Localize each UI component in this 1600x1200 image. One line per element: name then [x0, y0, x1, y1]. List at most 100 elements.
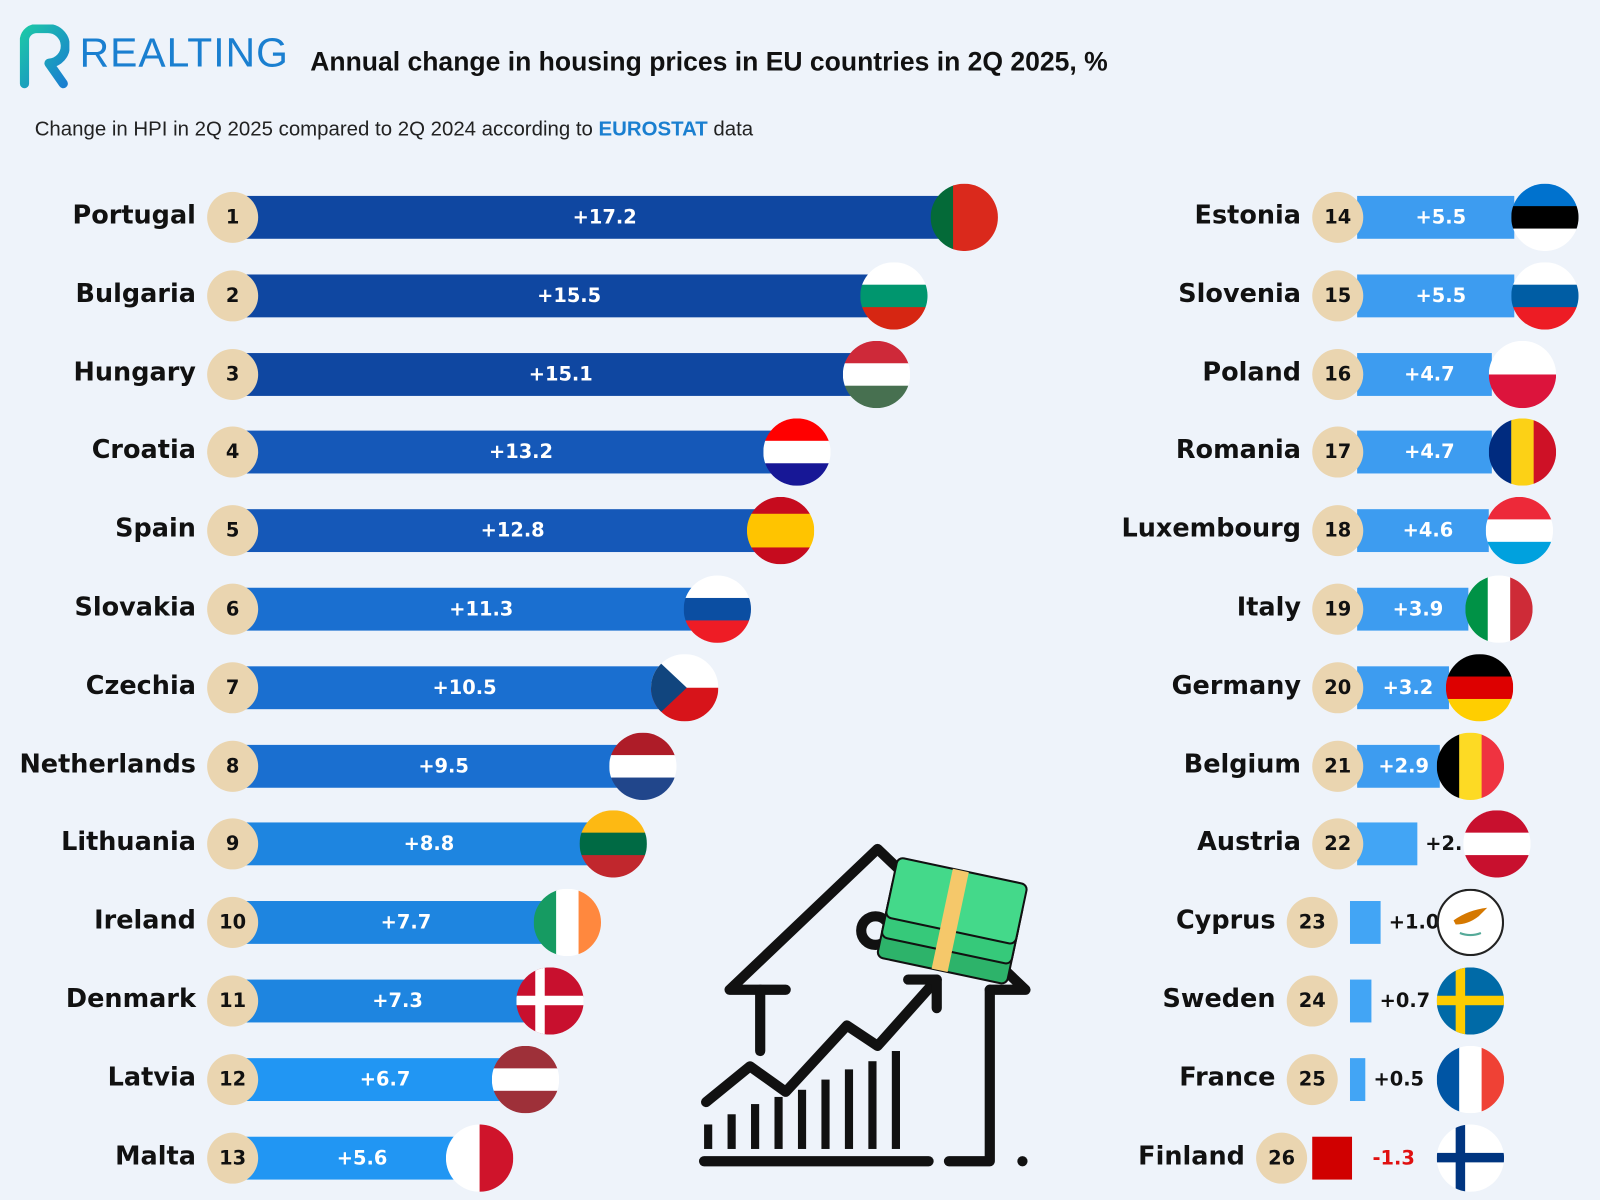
bar: [1357, 195, 1515, 239]
value-label: +5.6: [336, 1146, 388, 1169]
rank-badge: 7: [207, 662, 259, 714]
rank-badge: 12: [207, 1053, 259, 1105]
value-label: +4.7: [1404, 441, 1455, 464]
flag-italy-icon: [1465, 575, 1533, 643]
flag-malta-icon: [445, 1124, 513, 1192]
bar: [244, 901, 568, 945]
rank-badge: 22: [1312, 818, 1364, 870]
flag-austria-icon: [1463, 810, 1531, 878]
rank-badge: 10: [207, 897, 259, 949]
value-label: +4.7: [1404, 362, 1455, 386]
value-label: +6.7: [359, 1068, 411, 1091]
value-label: +2.1: [1425, 833, 1476, 856]
country-name: Malta: [115, 1140, 196, 1170]
bar: [1357, 587, 1469, 631]
flag-slovenia-icon: [1511, 262, 1579, 330]
flag-lithuania-icon: [579, 810, 647, 878]
value-label: +0.7: [1379, 989, 1431, 1013]
bar: [1349, 901, 1381, 945]
flag-czechia-icon: [650, 653, 718, 722]
value-label: +5.5: [1415, 206, 1467, 229]
flag-luxembourg-icon: [1485, 497, 1553, 565]
rank-badge: 13: [207, 1132, 259, 1184]
flag-belgium-icon: [1436, 732, 1505, 800]
rank-badge: 24: [1286, 975, 1338, 1027]
rank-badge: 23: [1286, 897, 1338, 949]
country-name: France: [1179, 1062, 1276, 1092]
flag-sweden-icon: [1436, 967, 1505, 1035]
flag-finland-icon: [1436, 1124, 1505, 1192]
bar: [244, 1136, 480, 1180]
country-name: Spain: [115, 513, 196, 544]
country-name: Netherlands: [19, 748, 196, 779]
rank-badge: 15: [1312, 270, 1364, 322]
value-label: +0.5: [1373, 1068, 1425, 1091]
value-label: +13.2: [488, 441, 554, 464]
flag-spain-icon: [746, 497, 815, 565]
country-name: Austria: [1197, 826, 1302, 857]
chart-subtitle: Change in HPI in 2Q 2025 compared to 2Q …: [35, 118, 753, 141]
value-label: +9.5: [418, 754, 469, 778]
value-label: +3.9: [1392, 597, 1444, 621]
bar: [244, 274, 894, 318]
rank-badge: 17: [1312, 426, 1364, 478]
country-name: Germany: [1171, 670, 1302, 700]
brand-name: REALTING: [79, 30, 289, 76]
country-name: Italy: [1236, 591, 1302, 622]
flag-ireland-icon: [533, 888, 601, 957]
value-label: +10.5: [432, 676, 497, 699]
bar: [244, 744, 643, 788]
country-name: Slovenia: [1178, 278, 1302, 308]
value-label: +7.3: [372, 989, 423, 1013]
country-name: Luxembourg: [1121, 513, 1302, 544]
country-name: Croatia: [91, 435, 196, 465]
country-name: Belgium: [1183, 748, 1302, 779]
value-label: +12.8: [480, 519, 545, 543]
country-name: Denmark: [65, 983, 196, 1014]
rank-badge: 8: [207, 740, 259, 792]
value-label: -1.3: [1372, 1146, 1415, 1169]
bar: [244, 666, 685, 709]
rank-badge: 9: [207, 818, 259, 870]
rank-badge: 1: [207, 191, 259, 243]
bar: [1357, 509, 1489, 553]
subtitle-text-end: data: [713, 118, 754, 141]
rank-badge: 20: [1312, 662, 1364, 714]
flag-germany-icon: [1445, 653, 1513, 722]
rank-badge: 2: [207, 270, 259, 322]
value-label: +5.5: [1415, 284, 1467, 307]
country-name: Bulgaria: [75, 278, 196, 308]
rank-badge: 21: [1312, 740, 1364, 792]
country-name: Latvia: [107, 1062, 196, 1092]
country-name: Sweden: [1162, 983, 1276, 1014]
bar: [244, 822, 614, 866]
flag-denmark-icon: [516, 967, 584, 1035]
bar: [1357, 822, 1418, 866]
flag-france-icon: [1436, 1045, 1505, 1114]
flag-croatia-icon: [763, 418, 831, 487]
rank-badge: 25: [1286, 1053, 1338, 1105]
value-label: +2.9: [1378, 754, 1429, 778]
rank-badge: 4: [207, 426, 259, 478]
rank-badge: 19: [1312, 583, 1364, 635]
rank-badge: 14: [1312, 191, 1364, 243]
bar: [1357, 274, 1515, 318]
realting-logo-icon: [19, 24, 70, 89]
flag-cyprus-icon: [1436, 888, 1505, 957]
value-label: +11.3: [449, 597, 514, 621]
chart-title: Annual change in housing prices in EU co…: [310, 45, 1108, 77]
value-label: +8.8: [403, 833, 455, 856]
flag-estonia-icon: [1511, 183, 1579, 252]
rank-badge: 26: [1256, 1132, 1308, 1184]
value-label: +15.5: [537, 284, 602, 307]
rank-badge: 5: [207, 505, 259, 557]
flag-romania-icon: [1488, 418, 1556, 487]
flag-poland-icon: [1488, 340, 1556, 408]
value-label: +4.6: [1402, 519, 1454, 543]
country-name: Slovakia: [74, 591, 196, 622]
country-name: Ireland: [94, 905, 196, 935]
flag-portugal-icon: [930, 183, 999, 252]
bar: [244, 587, 718, 631]
flag-latvia-icon: [491, 1045, 559, 1114]
